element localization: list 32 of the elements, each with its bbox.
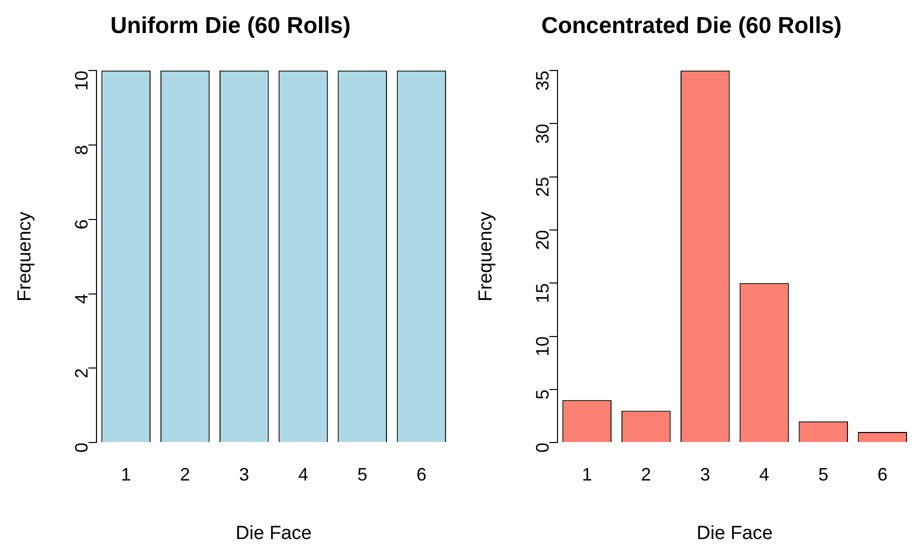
chart-title: Uniform Die (60 Rolls) — [110, 12, 351, 38]
x-tick-label: 6 — [877, 464, 888, 484]
y-tick-label: 20 — [532, 230, 552, 250]
y-tick-label: 10 — [532, 336, 552, 356]
x-tick-label: 5 — [818, 464, 828, 484]
x-tick-label: 1 — [582, 464, 592, 484]
chart-title: Concentrated Die (60 Rolls) — [541, 12, 842, 38]
y-tick-label: 4 — [71, 294, 92, 304]
y-tick-label: 8 — [71, 145, 92, 156]
x-tick-label: 3 — [700, 464, 710, 484]
x-tick-label: 3 — [239, 464, 250, 484]
x-axis-title: Die Face — [236, 522, 312, 544]
y-tick-label: 5 — [532, 389, 552, 400]
y-tick-label: 6 — [71, 219, 92, 230]
x-tick-label: 2 — [641, 464, 652, 484]
x-tick-label: 6 — [416, 464, 426, 484]
y-tick-label: 0 — [71, 442, 92, 453]
y-tick-label: 30 — [532, 124, 552, 144]
y-axis-title: Frequency — [476, 211, 497, 302]
x-tick-label: 5 — [357, 464, 368, 484]
y-tick-label: 2 — [71, 368, 92, 378]
y-tick-label: 35 — [532, 70, 552, 91]
y-tick-label: 10 — [71, 70, 92, 91]
x-tick-label: 4 — [298, 464, 308, 484]
x-tick-label: 4 — [759, 464, 770, 484]
x-tick-label: 2 — [180, 464, 190, 484]
y-tick-label: 15 — [532, 283, 552, 304]
x-tick-label: 1 — [120, 464, 131, 484]
y-tick-label: 25 — [532, 176, 552, 197]
y-tick-label: 0 — [532, 442, 552, 453]
x-axis-title: Die Face — [696, 522, 773, 544]
y-axis-title: Frequency — [14, 211, 36, 302]
